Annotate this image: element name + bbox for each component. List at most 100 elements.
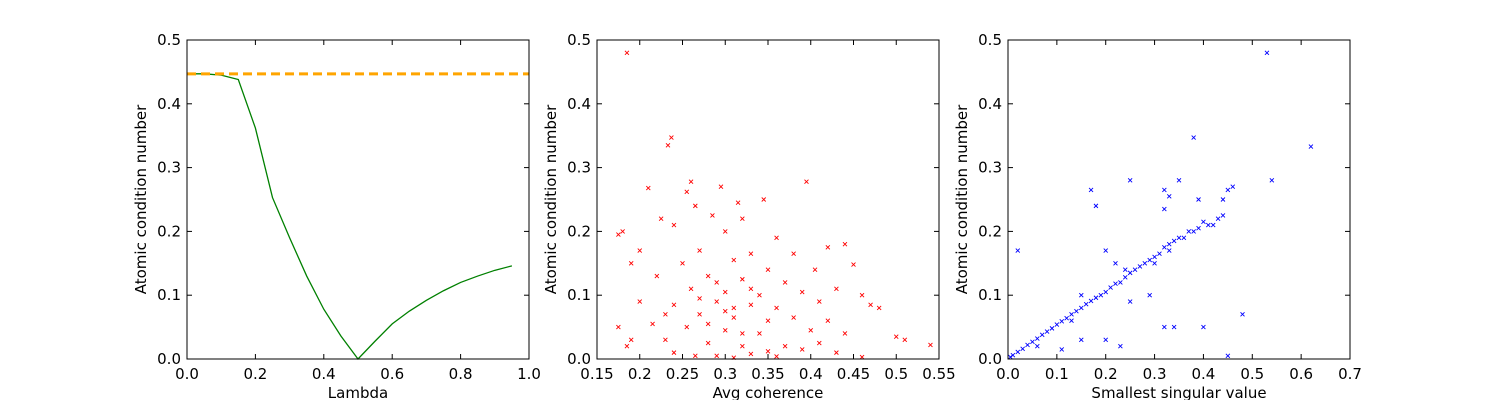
scatter-point: [1118, 343, 1123, 349]
scatter-point: [1122, 267, 1128, 272]
scatter-point: [748, 351, 754, 357]
scatter-point: [684, 324, 690, 330]
scatter-point: [859, 292, 865, 298]
y-tick-label: 0.1: [157, 286, 181, 304]
scatter-point: [893, 334, 899, 339]
scatter-point: [757, 292, 762, 298]
scatter-point: [731, 315, 737, 320]
scatter-point: [1098, 292, 1104, 298]
scatter-point: [722, 289, 728, 295]
y-tick-label: 0.1: [978, 286, 1002, 304]
scatter-point: [782, 280, 788, 285]
y-tick-label: 0.1: [567, 286, 591, 304]
x-tick-label: 0.4: [312, 365, 336, 383]
scatter-point: [1166, 241, 1172, 247]
scatter-point: [705, 340, 711, 346]
scatter-point: [1059, 319, 1065, 324]
scatter-point: [1162, 206, 1167, 212]
scatter-point: [1064, 315, 1069, 321]
scatter-point: [616, 324, 621, 330]
scatter-point: [705, 273, 711, 279]
scatter-point: [1025, 342, 1030, 348]
scatter-point: [1176, 178, 1182, 183]
scatter-point: [624, 50, 630, 56]
scatter-point: [688, 179, 694, 184]
scatter-point: [1015, 349, 1021, 355]
scatter-point: [1088, 298, 1094, 304]
scatter-point: [645, 185, 651, 191]
scatter-point: [628, 260, 634, 266]
x-tick-label: 0.6: [380, 365, 404, 383]
scatter-point: [825, 245, 831, 250]
scatter-point: [1191, 229, 1196, 234]
scatter-point: [1166, 248, 1172, 253]
scatter-point: [628, 337, 634, 343]
x-tick-label: 0.5: [884, 365, 908, 383]
scatter-point: [624, 343, 630, 349]
scatter-point: [722, 229, 728, 234]
y-tick-label: 0.3: [157, 159, 181, 177]
x-tick-label: 0.55: [922, 365, 955, 383]
y-tick-label: 0.5: [157, 31, 181, 49]
scatter-point: [842, 331, 848, 336]
scatter-point: [765, 318, 771, 324]
scatter-point: [718, 184, 724, 190]
scatter-point: [714, 299, 720, 304]
scatter-point: [1015, 248, 1021, 253]
scatter-point: [1240, 312, 1245, 317]
axes-frame: [186, 39, 530, 360]
scatter-point: [1196, 225, 1201, 231]
axes-frame: [596, 39, 940, 360]
scatter-point: [620, 229, 625, 234]
scatter-point: [740, 331, 745, 336]
scatter-point: [1083, 301, 1089, 307]
y-tick-label: 0.5: [567, 31, 591, 49]
scatter-point: [1162, 324, 1167, 330]
y-tick-label: 0.4: [567, 95, 591, 113]
scatter-point: [740, 216, 745, 221]
scatter-point: [650, 321, 655, 327]
scatter-point: [1171, 324, 1177, 330]
scatter-point: [1142, 260, 1148, 266]
x-axis-label: Lambda: [328, 384, 388, 400]
scatter-point: [761, 197, 767, 202]
scatter-point: [748, 251, 754, 257]
scatter-point: [859, 354, 865, 360]
scatter-point: [799, 289, 805, 295]
scatter-point: [799, 347, 805, 352]
scatter-point: [876, 305, 882, 311]
scatter-point: [851, 262, 856, 267]
scatter-point: [1264, 50, 1270, 56]
scatter-point: [710, 213, 715, 218]
scatter-point: [1162, 187, 1167, 193]
x-axis-label: Smallest singular value: [1091, 384, 1266, 400]
scatter-point: [1069, 318, 1074, 324]
x-tick-label: 0.1: [1045, 365, 1069, 383]
scatter-point: [731, 305, 737, 311]
x-tick-label: 0.45: [837, 365, 870, 383]
scatter-point: [868, 302, 873, 308]
scatter-point: [637, 248, 643, 253]
scatter-point: [816, 340, 822, 346]
y-tick-label: 0.3: [978, 159, 1002, 177]
scatter-point: [902, 337, 908, 343]
scatter-point: [834, 286, 839, 292]
scatter-point: [1093, 295, 1099, 301]
scatter-point: [1196, 197, 1201, 202]
y-axis-label: Atomic condition number: [542, 104, 560, 294]
y-tick-label: 0.5: [978, 31, 1002, 49]
scatter-point: [1054, 322, 1060, 327]
y-tick-label: 0.0: [157, 350, 181, 368]
scatter-point: [722, 327, 728, 333]
x-tick-label: 0.8: [449, 365, 473, 383]
scatter-point: [1020, 346, 1025, 352]
scatter-point: [731, 257, 737, 263]
scatter-point: [804, 179, 809, 184]
x-tick-label: 0.2: [1094, 365, 1118, 383]
scatter-point: [1171, 238, 1177, 244]
scatter-point: [693, 203, 698, 209]
scatter-point: [1269, 178, 1275, 183]
y-tick-label: 0.0: [978, 350, 1002, 368]
scatter-point: [1059, 347, 1065, 352]
scatter-point: [1181, 235, 1187, 241]
